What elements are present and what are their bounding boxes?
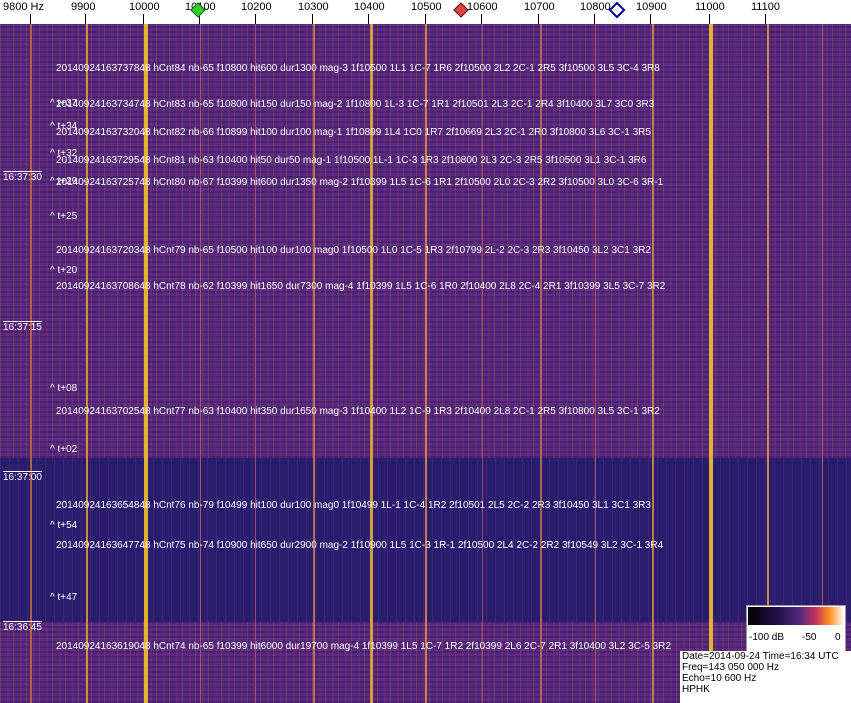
freq-label: 10000 (129, 1, 160, 13)
freq-label: 11100 (751, 1, 780, 13)
event-marker: ^ t+32 (50, 148, 78, 159)
signal-line (30, 24, 32, 703)
signal-line (425, 24, 427, 703)
colorbar-box: -100 dB -50 0 (746, 605, 846, 653)
freq-tick (30, 14, 31, 24)
colorbar (748, 607, 844, 625)
freq-tick (85, 14, 86, 24)
signal-line (595, 24, 596, 703)
freq-label: 9900 (71, 1, 96, 13)
freq-label: 10600 (467, 1, 498, 13)
freq-tick (368, 14, 369, 24)
time-label: 16:37:15 (3, 321, 42, 333)
event-marker: ^ t+20 (50, 265, 78, 276)
freq-tick (255, 14, 256, 24)
signal-line (200, 24, 201, 703)
info-line: Freq=143 050 000 Hz (682, 662, 780, 673)
event-text: 20140924163734748 hCnt83 nb-65 f10800 hi… (56, 99, 655, 110)
event-text: 20140924163654848 hCnt76 nb-79 f10499 hi… (56, 500, 651, 511)
event-marker: ^ t+25 (50, 211, 78, 222)
event-text: 20140924163702548 hCnt77 nb-63 f10400 hi… (56, 406, 660, 417)
event-marker: ^ t+54 (50, 520, 78, 531)
event-marker: ^ t+37 (50, 98, 78, 109)
event-text: 20140924163725748 hCnt80 nb-67 f10399 hi… (56, 177, 664, 188)
event-text: 20140924163720348 hCnt79 nb-65 f10500 hi… (56, 245, 651, 256)
colorbar-label: 0 (835, 632, 841, 643)
event-text: 20140924163732048 hCnt82 nb-66 f10899 hi… (56, 127, 651, 138)
freq-tick (538, 14, 539, 24)
event-marker: ^ t+02 (50, 444, 78, 455)
signal-line (767, 24, 769, 703)
freq-label: 10500 (411, 1, 442, 13)
freq-label: 11000 (695, 1, 725, 13)
event-marker: ^ t+08 (50, 383, 78, 394)
signal-line (370, 24, 373, 703)
event-marker: ^ t+47 (50, 592, 78, 603)
event-text: 20140924163737848 hCnt84 nb-65 f10800 hi… (56, 63, 660, 74)
markers (190, 1, 626, 19)
freq-tick (650, 14, 651, 24)
freq-tick (765, 14, 766, 24)
freq-label: 10200 (241, 1, 272, 13)
time-label: 16:36:45 (3, 621, 42, 633)
freq-label: 9800 Hz (3, 1, 44, 13)
info-line: HPHK (682, 684, 710, 695)
signal-line (255, 24, 256, 703)
signal-line (482, 24, 483, 703)
marker-red (453, 2, 469, 18)
info-line: Date=2014-09-24 Time=16:34 UTC (682, 651, 839, 662)
colorbar-label: -50 (802, 632, 817, 643)
event-text: 20140924163708648 hCnt78 nb-62 f10399 hi… (56, 281, 666, 292)
freq-label: 10900 (636, 1, 667, 13)
event-marker: ^ t+29 (50, 176, 78, 187)
event-text: 20140924163619048 hCnt74 nb-65 f10399 hi… (56, 641, 671, 652)
freq-tick (481, 14, 482, 24)
event-text: 20140924163729548 hCnt81 nb-63 f10400 hi… (56, 155, 647, 166)
signal-line (709, 24, 713, 703)
freq-label: 10700 (524, 1, 555, 13)
colorbar-label: -100 dB (749, 632, 785, 643)
time-label: 16:37:30 (3, 171, 42, 183)
event-marker: ^ t+34 (50, 121, 78, 132)
event-text: 20140924163647748 hCnt75 nb-74 f10900 hi… (56, 540, 664, 551)
info-line: Echo=10 600 Hz (682, 673, 757, 684)
freq-tick (425, 14, 426, 24)
marker-blue (608, 1, 626, 19)
info-box: Date=2014-09-24 Time=16:34 UTC Freq=143 0… (680, 651, 851, 703)
freq-tick (709, 14, 710, 24)
freq-label: 10300 (298, 1, 329, 13)
freq-tick (312, 14, 313, 24)
freq-tick (594, 14, 595, 24)
time-label: 16:37:00 (3, 471, 42, 483)
signal-line (144, 24, 148, 703)
signal-line (822, 24, 823, 703)
signal-line (652, 24, 654, 703)
spectrogram (0, 24, 851, 703)
freq-label: 10400 (354, 1, 385, 13)
freq-tick (199, 14, 200, 24)
signal-line (313, 24, 315, 703)
freq-label: 10800 (580, 1, 611, 13)
marker-green (190, 2, 206, 18)
signal-line (86, 24, 88, 703)
freq-tick (143, 14, 144, 24)
signal-line (540, 24, 542, 703)
